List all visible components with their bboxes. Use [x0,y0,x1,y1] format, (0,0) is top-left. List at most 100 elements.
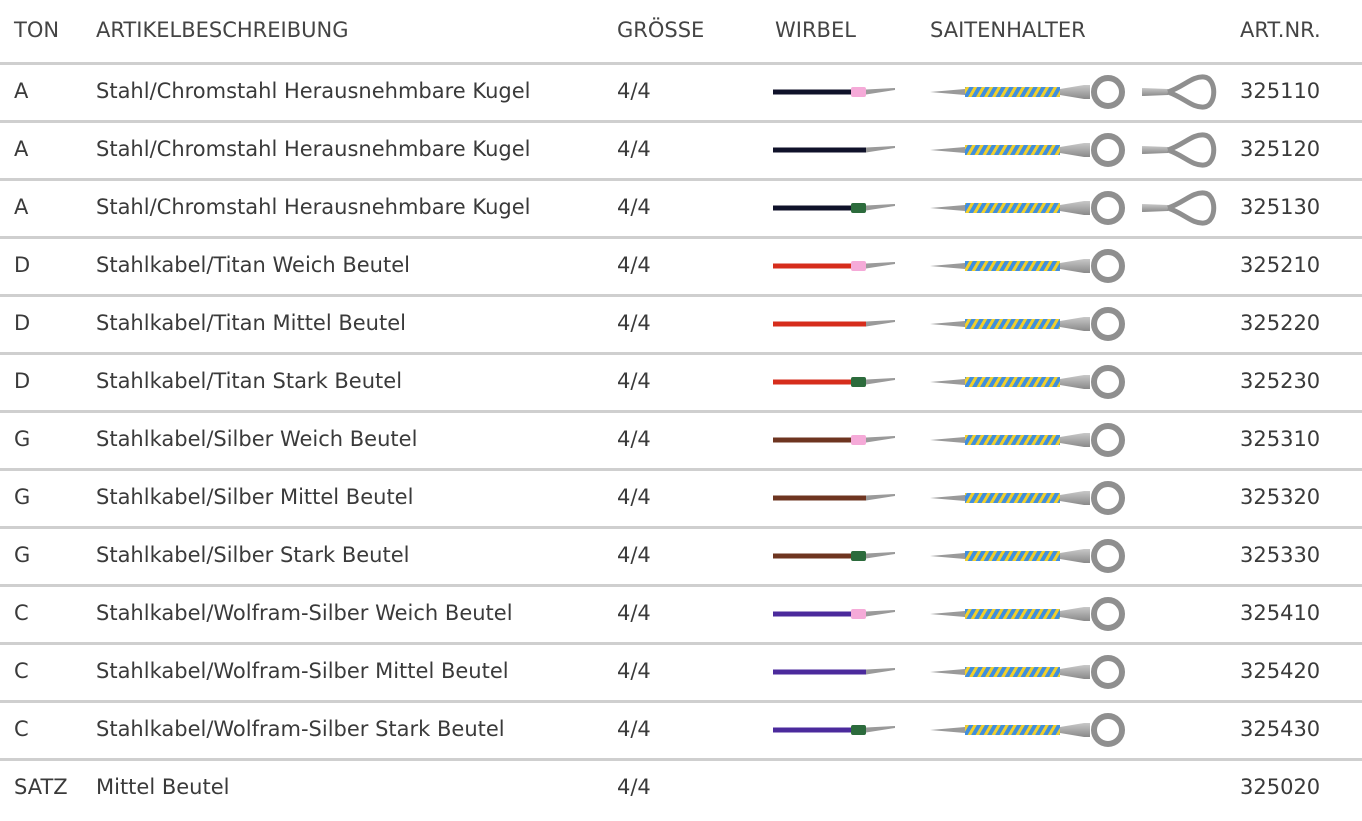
wirbel-tip [851,435,866,445]
wirbel-string [773,148,866,153]
cell-text: Stahlkabel/Silber Weich Beutel [96,427,417,451]
tail-wire [930,437,965,443]
cell-text: Stahlkabel/Wolfram-Silber Stark Beutel [96,717,505,741]
tail-wire [930,205,965,211]
row-separator [0,62,1362,65]
row-separator [0,236,1362,239]
cell-text: G [14,485,30,509]
cell-text: 4/4 [617,311,651,335]
wirbel-end [866,146,895,153]
cell-text: G [14,543,30,567]
wirbel-tip [851,551,866,561]
tail-braid [965,435,1060,445]
tail-wire [930,263,965,269]
row-icons [773,310,1122,338]
wirbel-tip [851,87,866,97]
cell-text: 325320 [1240,485,1320,509]
loop-wire [1142,204,1168,212]
wirbel-end [866,726,895,733]
tail-ring [1094,194,1122,222]
tail-neck [1060,433,1090,447]
wirbel-tip [851,261,866,271]
wirbel-end [866,378,895,385]
cell-text: 4/4 [617,601,651,625]
row-icons [773,658,1122,686]
cell-text: C [14,659,29,683]
wirbel-end [866,668,895,675]
cell-text: Stahl/Chromstahl Herausnehmbare Kugel [96,79,531,103]
row-separator [0,584,1362,587]
wirbel-tip [851,377,866,387]
tail-neck [1060,665,1090,679]
tail-neck [1060,723,1090,737]
column-header: ARTIKELBESCHREIBUNG [96,18,348,42]
tail-ring [1094,252,1122,280]
cell-text: A [14,79,29,103]
cell-text: 4/4 [617,137,651,161]
cell-text: 4/4 [617,775,651,799]
cell-text: Stahlkabel/Titan Mittel Beutel [96,311,406,335]
cell-text: 4/4 [617,79,651,103]
tail-wire [930,611,965,617]
wirbel-end [866,320,895,327]
row-icons [773,252,1122,280]
cell-text: 325120 [1240,137,1320,161]
cell-text: 325130 [1240,195,1320,219]
cell-text: 325210 [1240,253,1320,277]
cell-text: A [14,137,29,161]
cell-text: 325310 [1240,427,1320,451]
row-separator [0,700,1362,703]
row-icons [773,77,1214,107]
row-separator [0,758,1362,761]
cell-text: D [14,253,30,277]
tail-braid [965,667,1060,677]
tail-braid [965,145,1060,155]
tail-neck [1060,607,1090,621]
column-header: GRÖSSE [617,17,704,42]
tail-ring [1094,484,1122,512]
cell-text: Stahlkabel/Wolfram-Silber Weich Beutel [96,601,513,625]
row-separator [0,642,1362,645]
cell-text: Stahlkabel/Silber Stark Beutel [96,543,409,567]
tail-braid [965,377,1060,387]
cell-text: 325430 [1240,717,1320,741]
product-table: TONARTIKELBESCHREIBUNGGRÖSSEWIRBELSAITEN… [0,0,1362,817]
row-icons [773,542,1122,570]
tail-ring [1094,78,1122,106]
tail-wire [930,553,965,559]
cell-text: 4/4 [617,659,651,683]
wirbel-end [866,436,895,443]
tail-neck [1060,375,1090,389]
cell-text: SATZ [14,775,68,799]
wirbel-string [773,670,866,675]
tail-ring [1094,716,1122,744]
cell-text: 325330 [1240,543,1320,567]
loop-wire [1142,88,1168,96]
cell-text: 325020 [1240,775,1320,799]
cell-text: G [14,427,30,451]
tail-braid [965,87,1060,97]
cell-text: 325110 [1240,79,1320,103]
row-separator [0,352,1362,355]
loop [1168,135,1214,165]
cell-text: C [14,601,29,625]
tail-wire [930,89,965,95]
tail-ring [1094,426,1122,454]
cell-text: A [14,195,29,219]
wirbel-end [866,494,895,501]
column-header: ART.NR. [1240,18,1321,42]
tail-ring [1094,368,1122,396]
tail-wire [930,495,965,501]
column-header: SAITENHALTER [930,18,1086,42]
row-separator [0,526,1362,529]
tail-ring [1094,542,1122,570]
cell-text: Stahl/Chromstahl Herausnehmbare Kugel [96,195,531,219]
tail-neck [1060,549,1090,563]
tail-ring [1094,600,1122,628]
row-icons [773,716,1122,744]
row-icons [773,135,1214,165]
row-separator [0,294,1362,297]
tail-braid [965,493,1060,503]
wirbel-tip [851,609,866,619]
column-header: WIRBEL [775,18,856,42]
